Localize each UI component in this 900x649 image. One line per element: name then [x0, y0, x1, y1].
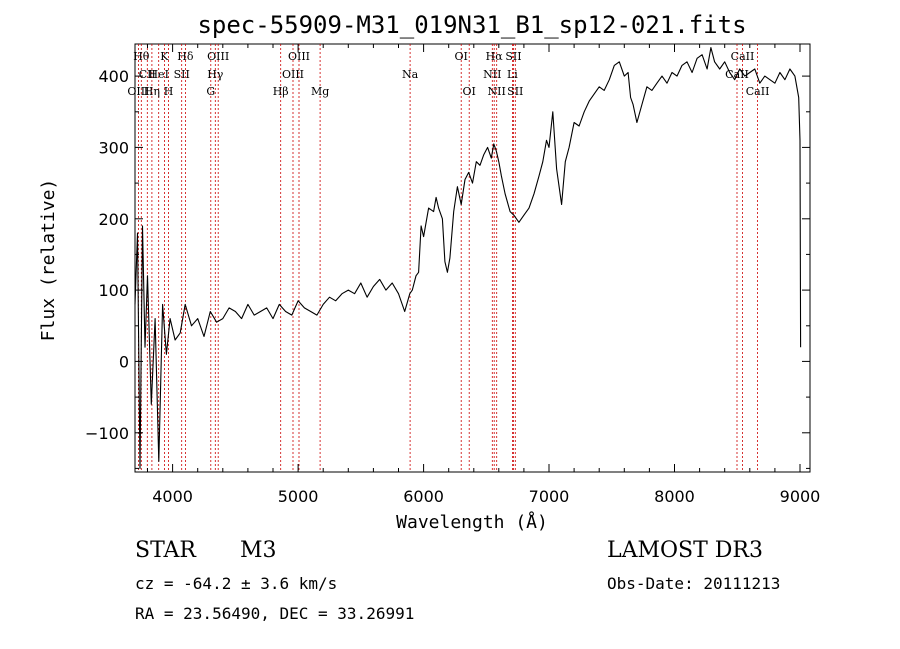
line-label-16: Li	[507, 68, 518, 81]
x-tick-label-6000: 6000	[403, 487, 444, 506]
y-tick-label-400: 400	[98, 67, 129, 86]
line-label-4: OIII	[288, 50, 310, 63]
line-label-13: OIII	[282, 68, 304, 81]
obs-date: Obs-Date: 20111213	[607, 574, 781, 593]
series-line-0	[134, 47, 802, 469]
y-tick-label-200: 200	[98, 210, 129, 229]
x-axis: 4000 5000 6000 7000 8000 9000	[147, 44, 821, 506]
line-label-12: Hγ	[207, 68, 224, 81]
y-axis-label: Flux (relative)	[38, 179, 59, 342]
line-label-22: Hβ	[273, 85, 289, 98]
plot-frame	[134, 43, 811, 473]
x-tick-label-4000: 4000	[152, 487, 193, 506]
line-label-6: Hα	[486, 50, 504, 63]
line-label-0: Hθ	[133, 50, 150, 63]
y-tick-label-300: 300	[98, 138, 129, 157]
x-tick-label-5000: 5000	[278, 487, 319, 506]
line-label-20: H	[164, 85, 174, 98]
line-label-9: CII	[139, 68, 156, 81]
y-axis: −100 0 100 200 300 400	[85, 67, 810, 469]
survey-name: LAMOST DR3	[607, 538, 763, 563]
line-label-10: HeI	[148, 68, 168, 81]
line-label-24: OI	[463, 85, 476, 98]
line-label-19: Hη	[144, 85, 160, 98]
coordinates: RA = 23.56490, DEC = 33.26991	[135, 604, 415, 623]
line-label-1: K	[160, 50, 169, 63]
spectrum-series	[134, 47, 802, 469]
chart-title: spec-55909-M31_019N31_B1_sp12-021.fits	[197, 11, 746, 39]
line-label-23: Mg	[311, 85, 329, 98]
object-subclass: M3	[240, 538, 277, 563]
line-label-15: NII	[483, 68, 501, 81]
y-tick-label-100: 100	[98, 281, 129, 300]
line-label-3: OIII	[207, 50, 229, 63]
line-label-25: NII	[488, 85, 506, 98]
line-label-11: SII	[174, 68, 190, 81]
line-label-5: OI	[455, 50, 468, 63]
x-axis-label: Wavelength (Å)	[396, 511, 548, 533]
line-label-2: Hδ	[177, 50, 194, 63]
line-label-21: G	[206, 85, 215, 98]
line-label-8: CaII	[731, 50, 755, 63]
x-tick-label-7000: 7000	[529, 487, 570, 506]
spectral-line-markers	[137, 44, 758, 472]
x-tick-label-9000: 9000	[780, 487, 821, 506]
line-label-14: Na	[402, 68, 419, 81]
y-tick-label--100: −100	[85, 424, 129, 443]
line-label-7: SII	[505, 50, 521, 63]
object-class: STAR	[135, 538, 196, 563]
x-tick-label-8000: 8000	[654, 487, 695, 506]
redshift-readout: cz = -64.2 ± 3.6 km/s	[135, 574, 338, 593]
line-label-27: CaII	[746, 85, 770, 98]
y-tick-label-0: 0	[119, 352, 129, 371]
line-label-18: OIII	[127, 85, 149, 98]
line-label-26: SII	[507, 85, 523, 98]
